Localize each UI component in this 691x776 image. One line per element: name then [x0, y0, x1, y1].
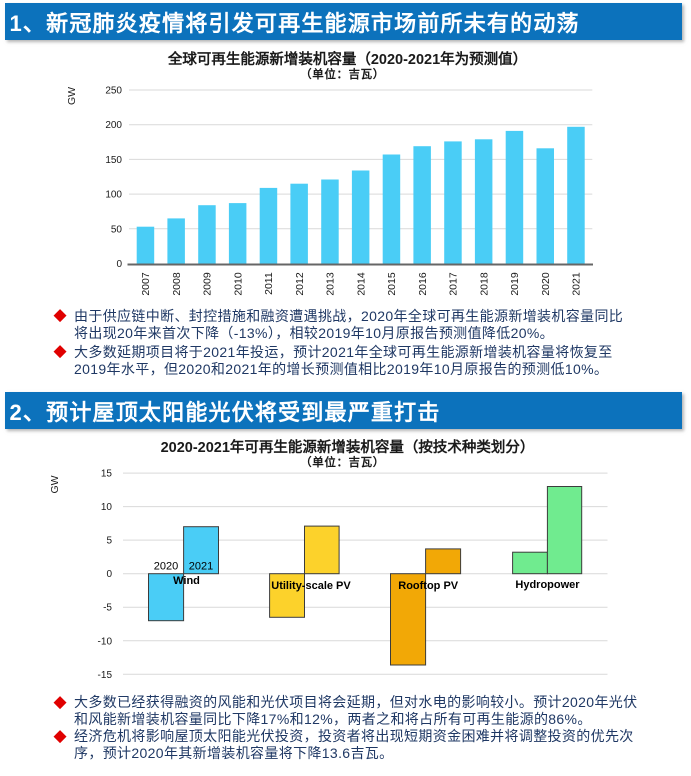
svg-text:-10: -10 [98, 636, 113, 647]
svg-text:0: 0 [116, 259, 122, 270]
svg-text:Utility-scale PV: Utility-scale PV [271, 580, 351, 592]
svg-text:2010: 2010 [232, 272, 244, 296]
svg-text:Wind: Wind [173, 575, 200, 587]
svg-text:2008: 2008 [171, 272, 183, 296]
svg-text:-15: -15 [98, 670, 113, 681]
svg-text:-5: -5 [103, 603, 112, 614]
svg-text:2020: 2020 [540, 272, 552, 296]
svg-text:2017: 2017 [448, 272, 460, 296]
svg-text:2009: 2009 [202, 272, 214, 296]
svg-text:2013: 2013 [325, 272, 337, 296]
svg-text:2021: 2021 [189, 561, 213, 573]
svg-text:250: 250 [105, 86, 122, 97]
svg-text:2014: 2014 [355, 272, 367, 296]
svg-text:15: 15 [101, 469, 113, 480]
svg-text:150: 150 [105, 155, 122, 166]
svg-text:2015: 2015 [386, 272, 398, 296]
svg-text:2011: 2011 [263, 272, 275, 295]
svg-text:2019: 2019 [509, 272, 521, 296]
svg-text:0: 0 [106, 569, 112, 580]
svg-text:10: 10 [101, 502, 113, 513]
svg-text:Rooftop PV: Rooftop PV [398, 580, 459, 592]
svg-text:200: 200 [105, 120, 122, 131]
svg-text:50: 50 [111, 224, 123, 235]
svg-text:2007: 2007 [140, 272, 152, 296]
svg-text:100: 100 [105, 190, 122, 201]
svg-text:2018: 2018 [478, 272, 490, 296]
svg-text:2021: 2021 [571, 272, 583, 296]
svg-text:GW: GW [66, 87, 78, 105]
svg-text:GW: GW [49, 475, 61, 493]
svg-text:2016: 2016 [417, 272, 429, 296]
svg-text:2020: 2020 [154, 561, 178, 573]
svg-text:2012: 2012 [294, 272, 306, 296]
svg-text:5: 5 [106, 536, 112, 547]
svg-text:Hydropower: Hydropower [515, 579, 580, 591]
